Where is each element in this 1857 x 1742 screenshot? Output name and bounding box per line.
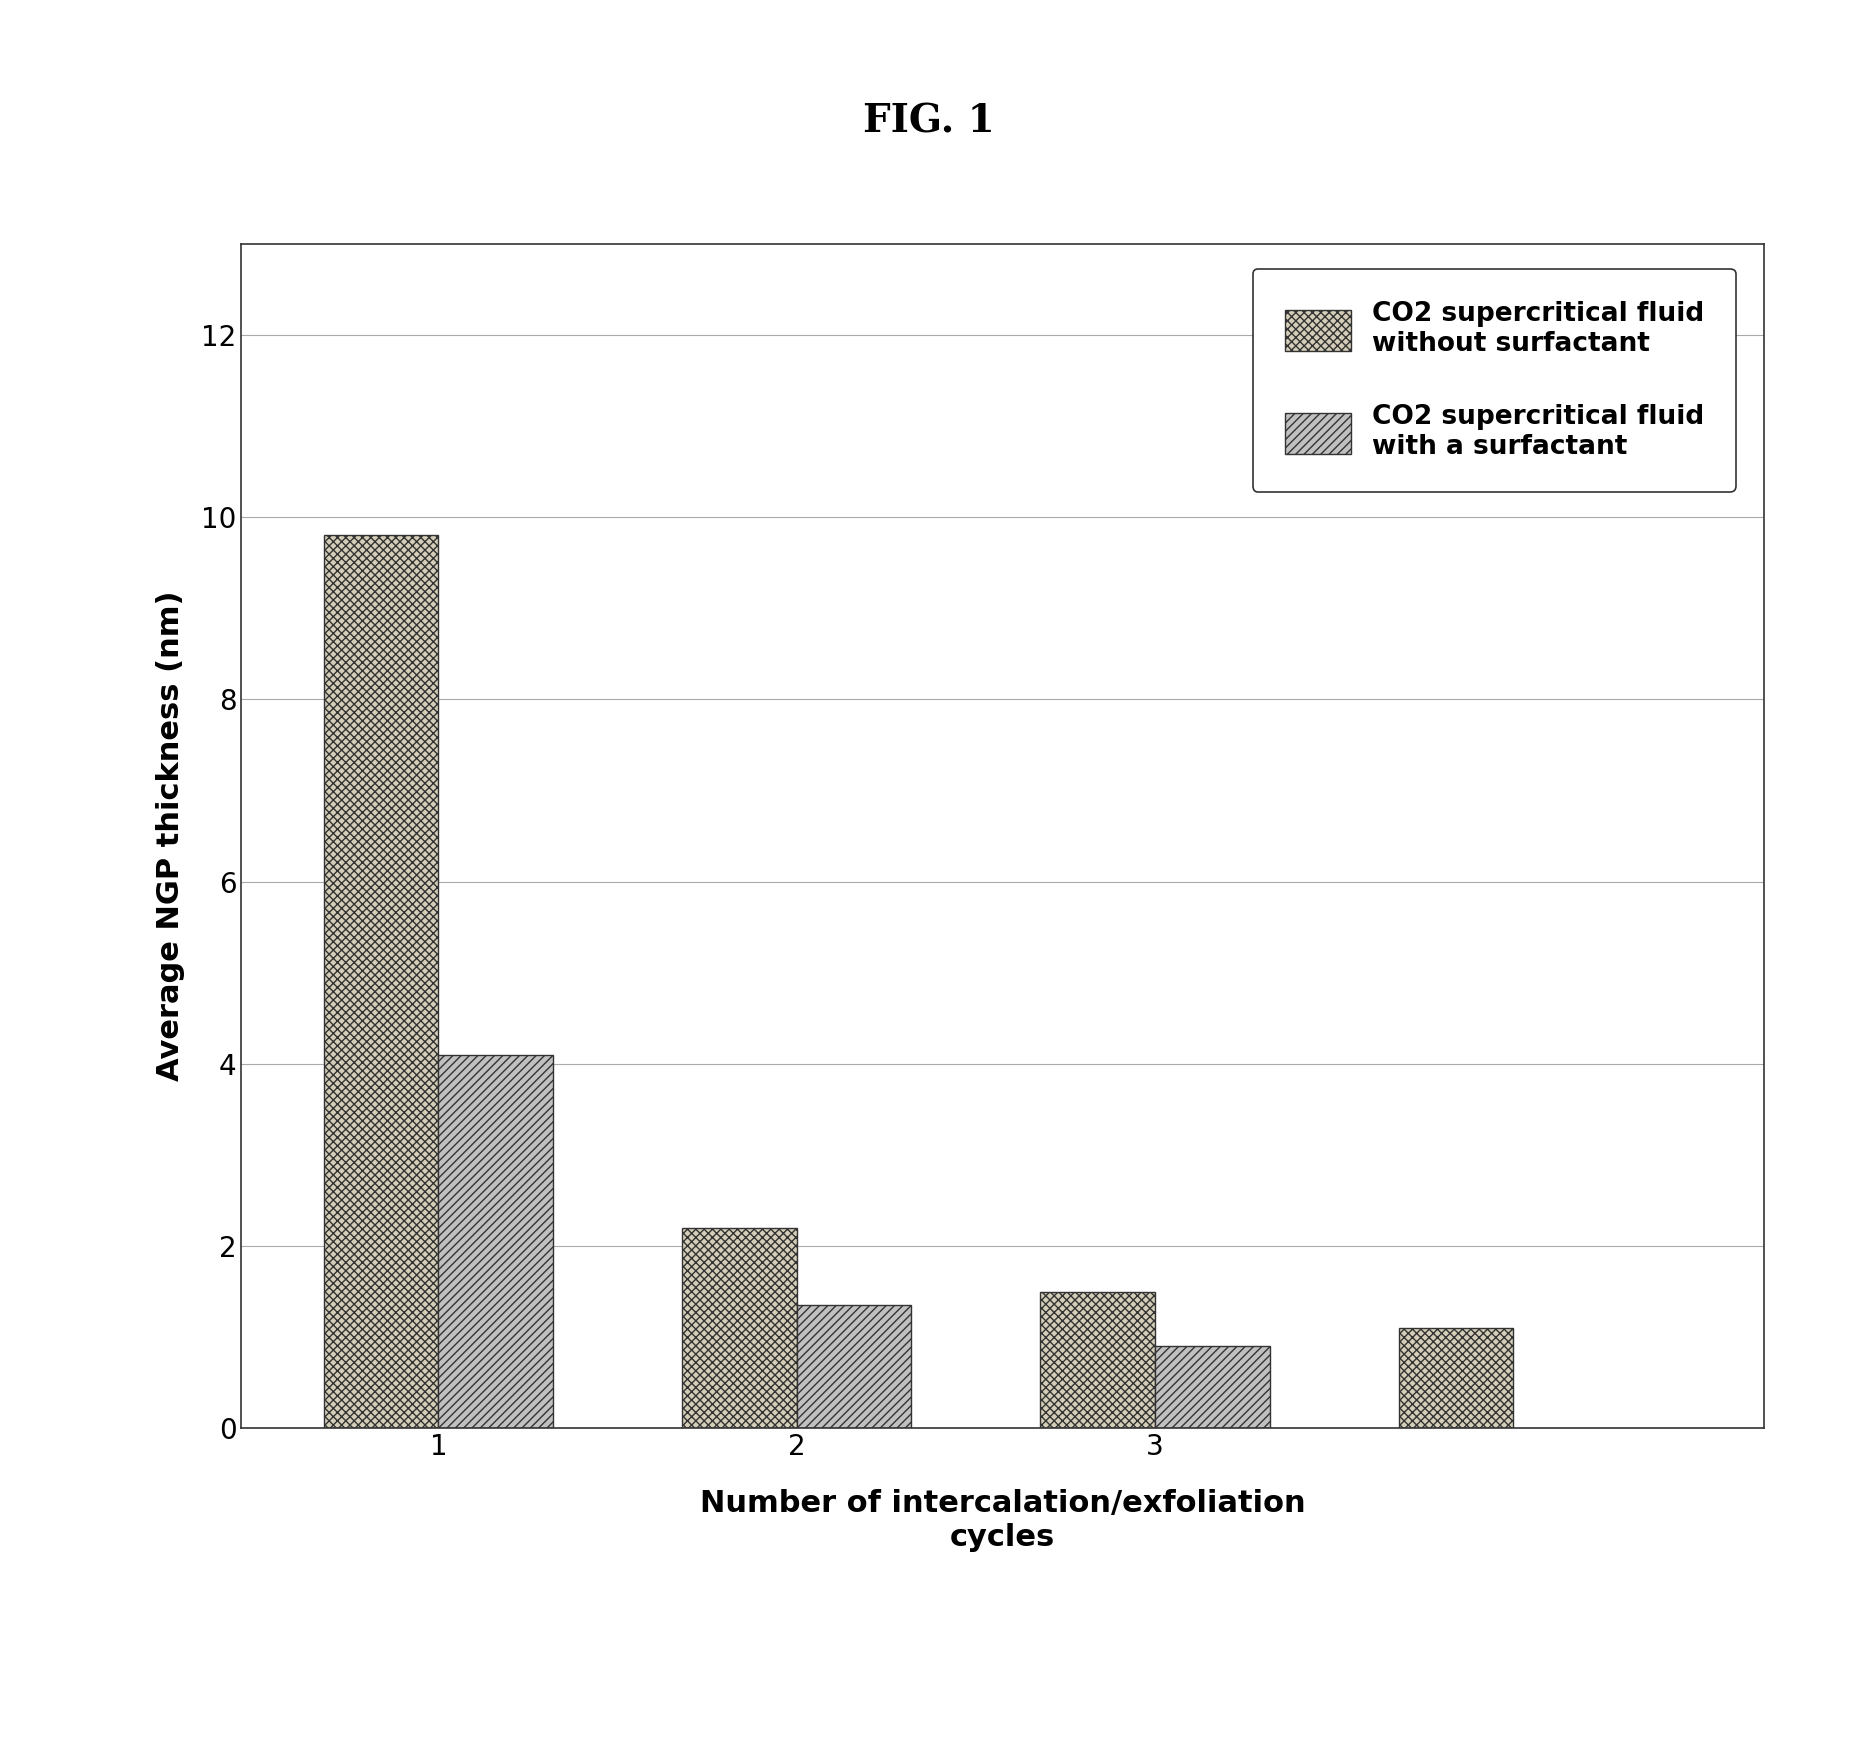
Bar: [682, 1228, 797, 1428]
Bar: [323, 535, 438, 1428]
Bar: [1155, 1347, 1270, 1428]
Bar: [797, 1305, 912, 1428]
Bar: [438, 1056, 553, 1428]
Bar: [1398, 1327, 1513, 1428]
Text: FIG. 1: FIG. 1: [864, 103, 993, 141]
X-axis label: Number of intercalation/exfoliation
cycles: Number of intercalation/exfoliation cycl…: [700, 1489, 1305, 1552]
Legend: CO2 supercritical fluid
without surfactant, CO2 supercritical fluid
with a surfa: CO2 supercritical fluid without surfacta…: [1253, 268, 1736, 491]
Bar: [1040, 1293, 1155, 1428]
Y-axis label: Average NGP thickness (nm): Average NGP thickness (nm): [156, 591, 184, 1082]
